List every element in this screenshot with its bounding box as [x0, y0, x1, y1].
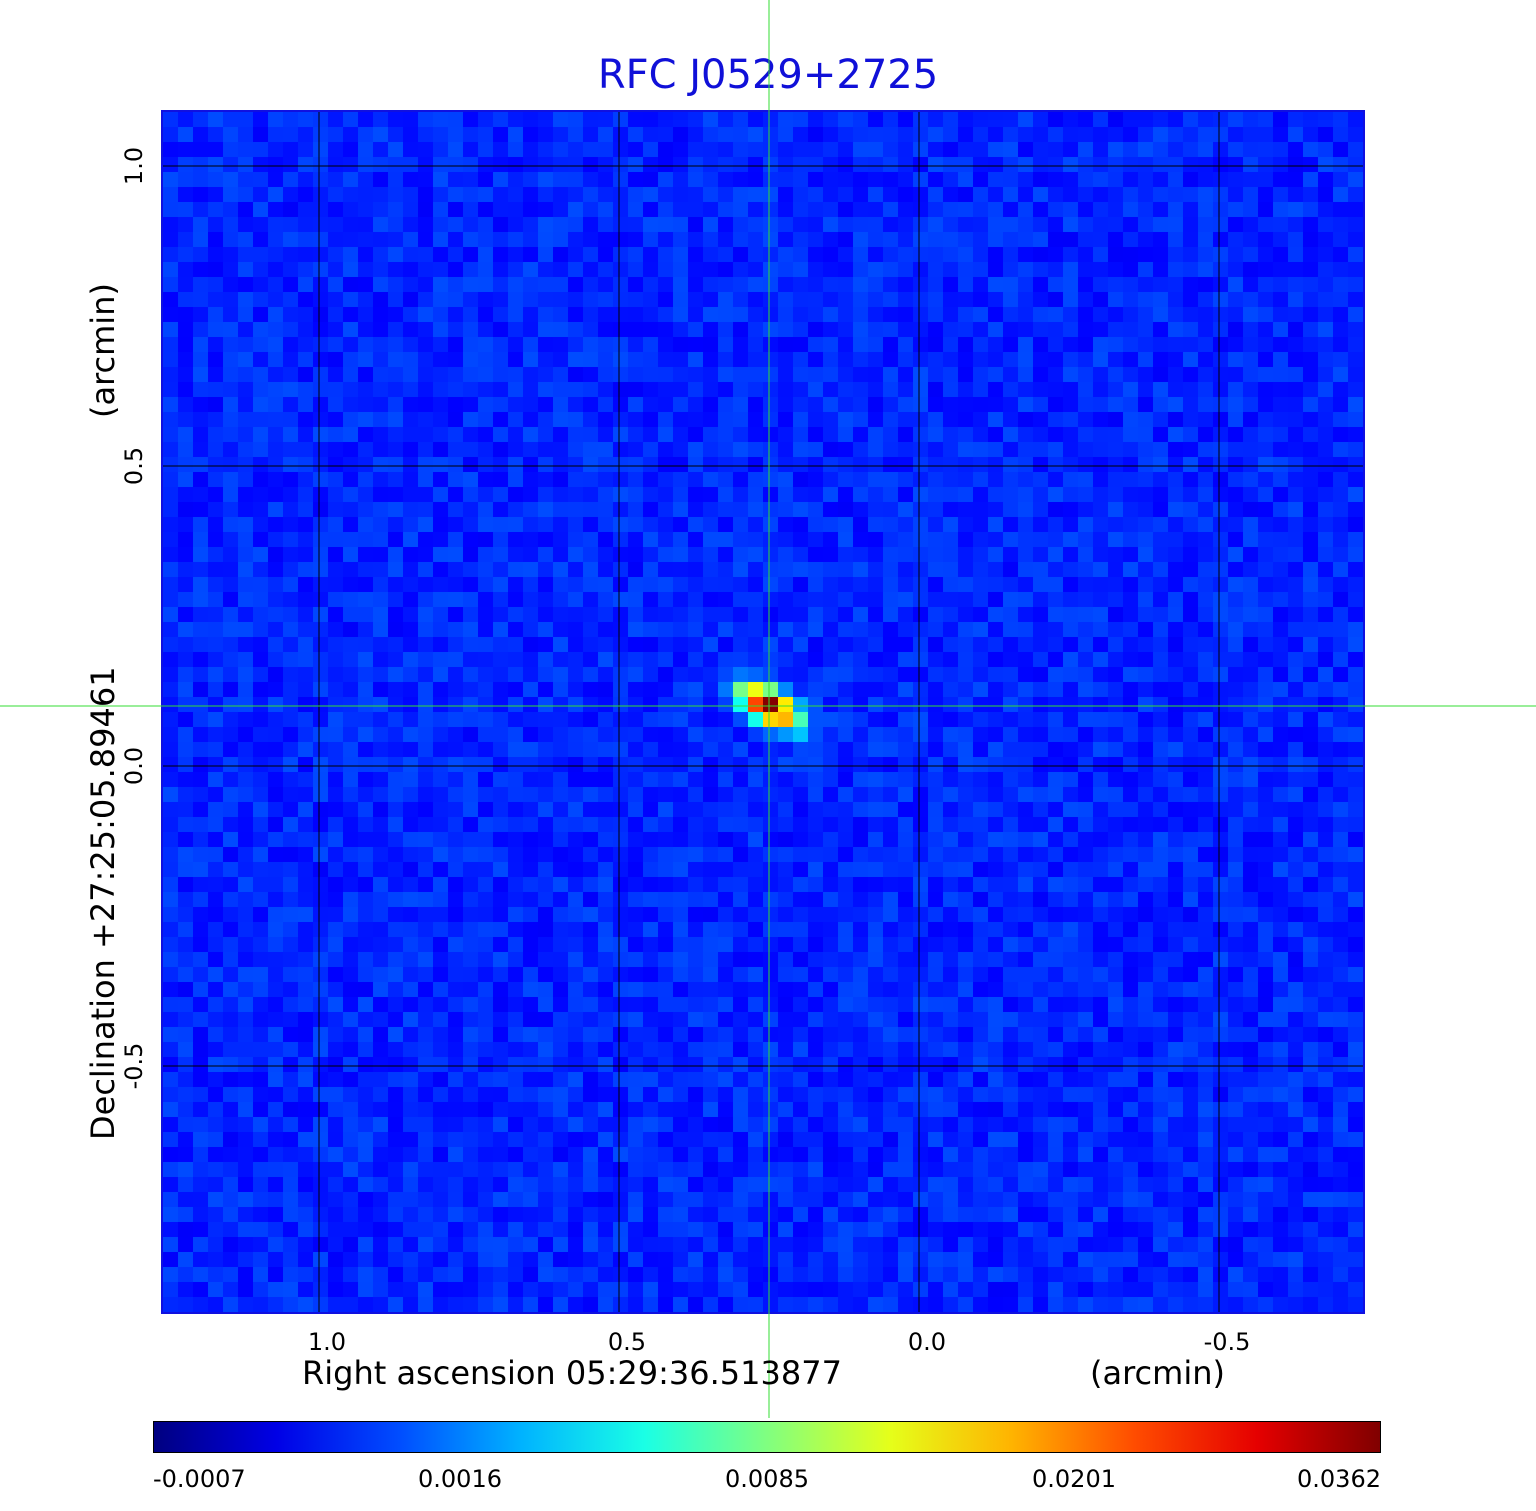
y-tick-label: -0.5	[120, 1043, 148, 1090]
colorbar-tick-label: 0.0085	[725, 1465, 809, 1493]
y-tick-label: 1.0	[120, 147, 148, 185]
colorbar-tick-label: -0.0007	[153, 1465, 246, 1493]
x-axis-unit: (arcmin)	[1090, 1354, 1225, 1392]
image-frame	[161, 110, 1365, 1314]
x-tick-label: 0.0	[908, 1328, 946, 1356]
x-tick-labels: 1.0 0.5 0.0 -0.5	[308, 1328, 1251, 1356]
x-axis-label: Right ascension 05:29:36.513877	[302, 1354, 842, 1392]
colorbar	[153, 1421, 1381, 1453]
colorbar-tick-label: 0.0201	[1032, 1465, 1116, 1493]
colorbar-tick-label: 0.0016	[418, 1465, 502, 1493]
colorbar-tick-labels: -0.0007 0.0016 0.0085 0.0201 0.0362	[153, 1465, 1381, 1493]
x-tick-label: -0.5	[1204, 1328, 1251, 1356]
intensity-map	[163, 112, 1363, 1312]
y-axis-label: Declination +27:25:05.89461	[84, 666, 122, 1140]
colorbar-tick-label: 0.0362	[1297, 1465, 1381, 1493]
x-tick-label: 0.5	[608, 1328, 646, 1356]
y-axis-unit: (arcmin)	[84, 283, 122, 418]
y-tick-label: 0.5	[120, 447, 148, 485]
y-tick-label: 0.0	[120, 747, 148, 785]
chart-title: RFC J0529+2725	[597, 52, 939, 98]
y-tick-labels: 1.0 0.5 0.0 -0.5	[120, 147, 148, 1090]
grid-lines	[163, 112, 1363, 1312]
crosshair	[0, 0, 1536, 1418]
x-tick-label: 1.0	[308, 1328, 346, 1356]
